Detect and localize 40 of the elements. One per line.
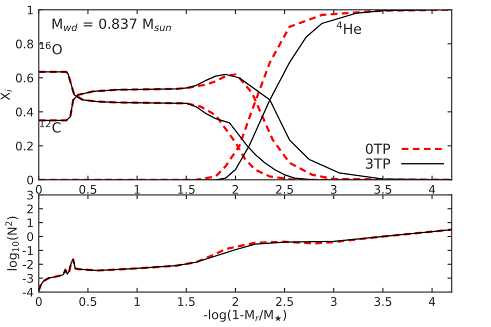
x-tick-label: 3	[330, 297, 337, 306]
y-tick-label: 0.6	[16, 74, 34, 82]
x-axis-title: -log(1-M$_{r}$/M$_{★}$)	[204, 310, 286, 322]
legend-label: 0TP	[366, 143, 390, 154]
y-tick-label: 1	[28, 6, 33, 14]
y-tick-label: 0.8	[16, 40, 34, 48]
x-tick-label: 4	[428, 185, 436, 194]
y-tick-label: 1	[28, 218, 33, 228]
y-tick-label: 0	[27, 176, 34, 185]
x-tick-label: 0.5	[79, 297, 96, 306]
x-tick-label: 4	[428, 297, 436, 306]
y-axis-title: X$_{i}$	[0, 90, 12, 100]
x-tick-label: 3.5	[374, 297, 392, 306]
annotation: $^{4}$He	[336, 21, 362, 34]
x-tick-label: 1.5	[178, 185, 195, 194]
y-tick-label: -2	[22, 260, 33, 269]
annotation: $^{12}$C	[40, 120, 61, 133]
y-tick-label: -1	[22, 246, 33, 255]
x-tick-label: 2.5	[276, 297, 293, 306]
annotation: $^{16}$O	[40, 42, 62, 54]
y-tick-label: 0	[27, 232, 34, 242]
y-tick-label: 0.2	[16, 142, 33, 150]
x-tick-label: 0	[36, 297, 42, 306]
legend-label: 3TP	[366, 158, 390, 169]
y-tick-label: 0.4	[16, 108, 34, 116]
x-tick-label: 2.5	[276, 184, 293, 194]
x-tick-label: 1.5	[178, 297, 195, 306]
y-tick-label: 2	[27, 204, 33, 214]
y-axis-title: log$_{10}$(N$^{2}$)	[5, 216, 20, 270]
x-tick-label: 1	[134, 185, 140, 194]
y-tick-label: -3	[22, 274, 33, 283]
annotation: M$_{wd}$ = 0.837 M$_{sun}$	[52, 18, 171, 32]
y-tick-label: -4	[22, 288, 34, 296]
x-tick-label: 0.5	[79, 184, 96, 194]
x-tick-label: 1	[134, 297, 140, 306]
x-tick-label: 3.5	[374, 184, 392, 194]
x-tick-label: 2	[232, 297, 238, 306]
x-tick-label: 3	[330, 184, 337, 194]
x-tick-label: 2	[232, 184, 238, 194]
x-tick-label: 0	[36, 184, 42, 194]
